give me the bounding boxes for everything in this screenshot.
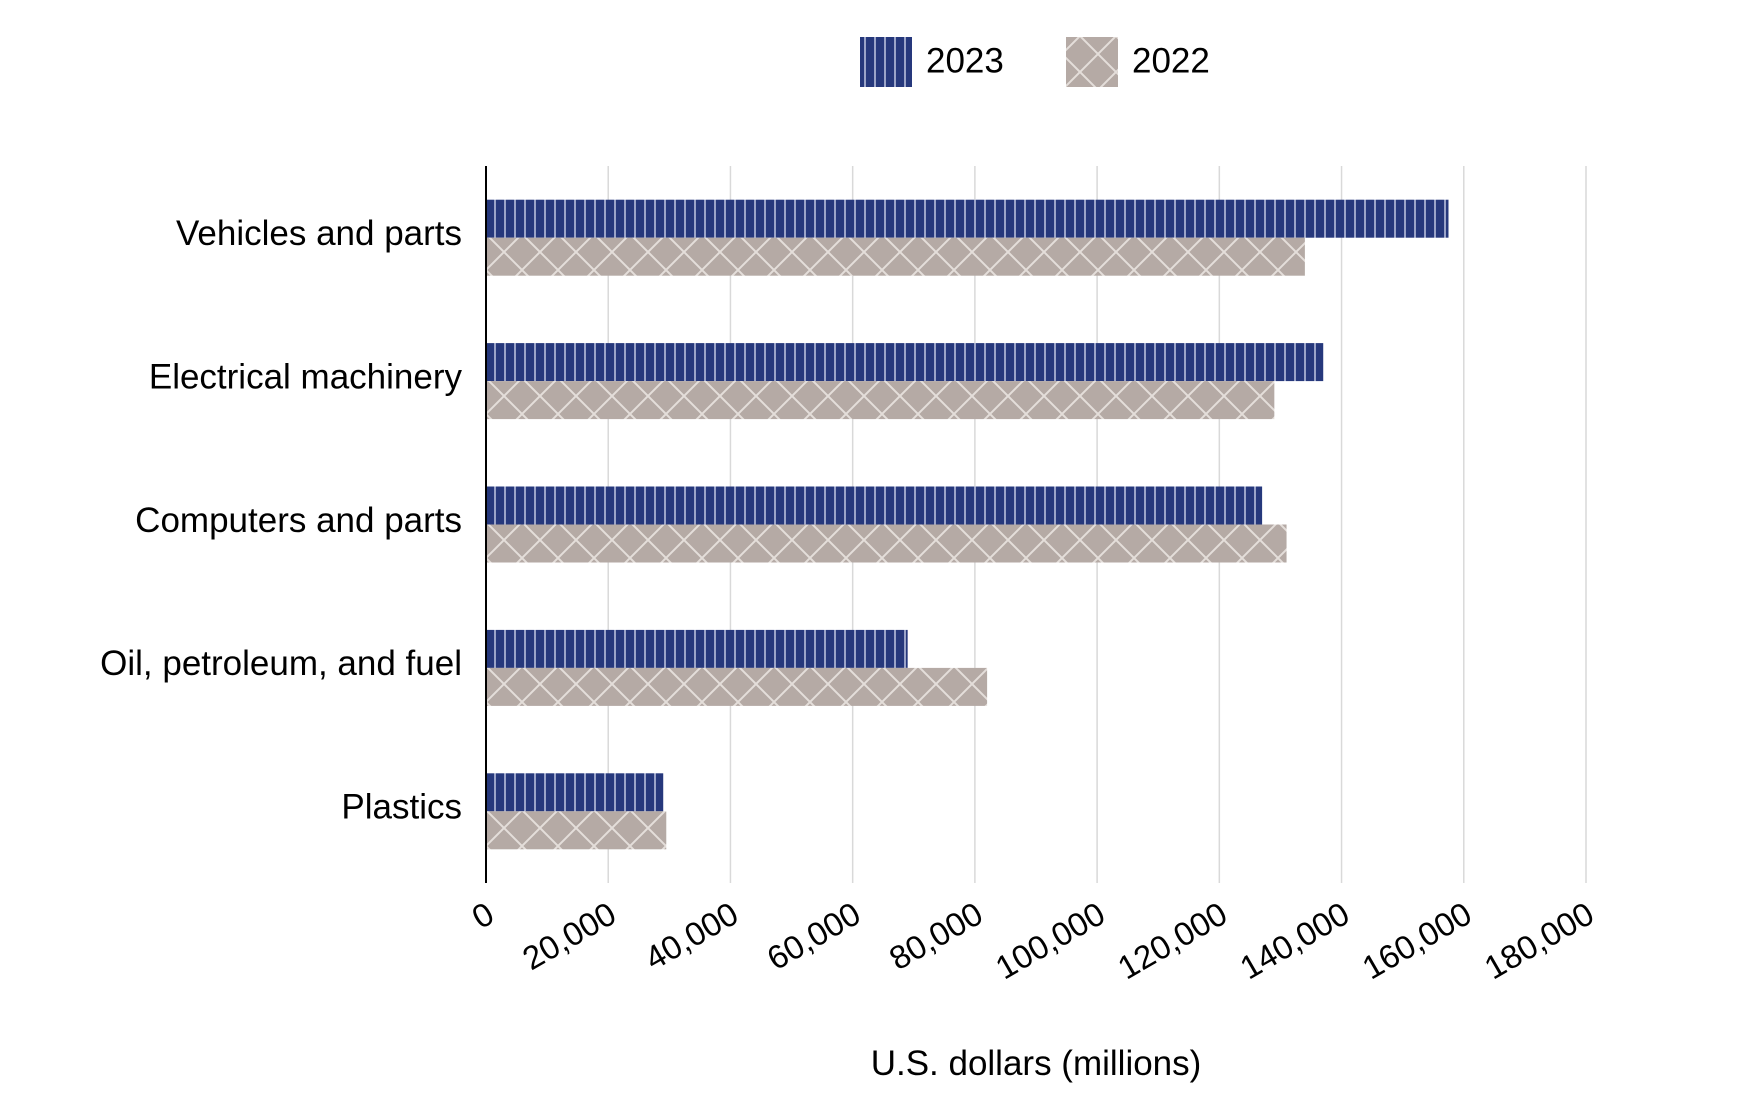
- legend-label: 2023: [926, 41, 1004, 80]
- bar-2022: [486, 381, 1275, 420]
- bar-2022: [486, 667, 988, 706]
- legend-swatch-2023: [860, 37, 912, 87]
- x-axis-title: U.S. dollars (millions): [871, 1044, 1202, 1083]
- bars: [486, 199, 1449, 850]
- category-label: Vehicles and parts: [176, 214, 462, 253]
- x-tick-label: 80,000: [883, 895, 989, 978]
- x-tick-label: 160,000: [1356, 895, 1478, 987]
- bar-2023: [486, 629, 908, 668]
- x-tick-label: 180,000: [1478, 895, 1600, 987]
- legend-label: 2022: [1132, 41, 1210, 80]
- x-tick-labels: 0 20,000 40,000 60,000 80,000 100,000 120,000 1…: [465, 895, 1599, 987]
- x-tick-label: 40,000: [638, 895, 744, 978]
- category-label: Plastics: [341, 788, 462, 827]
- legend-swatch-2022: [1066, 37, 1118, 87]
- x-tick-label: 0: [465, 895, 499, 936]
- category-label: Computers and parts: [135, 501, 462, 540]
- category-label: Oil, petroleum, and fuel: [100, 644, 462, 683]
- bar-2022: [486, 237, 1305, 276]
- category-label: Electrical machinery: [149, 357, 463, 396]
- legend: 2023 2022: [860, 37, 1210, 87]
- x-tick-label: 140,000: [1234, 895, 1356, 987]
- x-tick-label: 60,000: [761, 895, 867, 978]
- x-tick-label: 20,000: [516, 895, 622, 978]
- x-tick-label: 120,000: [1111, 895, 1233, 987]
- bar-2023: [486, 199, 1449, 238]
- bar-2023: [486, 486, 1263, 525]
- bar-2023: [486, 343, 1324, 382]
- bar-2022: [486, 524, 1287, 563]
- x-tick-label: 100,000: [989, 895, 1111, 987]
- bar-2023: [486, 773, 664, 812]
- category-labels: Vehicles and parts Electrical machinery Co…: [100, 214, 462, 827]
- bar-2022: [486, 811, 667, 850]
